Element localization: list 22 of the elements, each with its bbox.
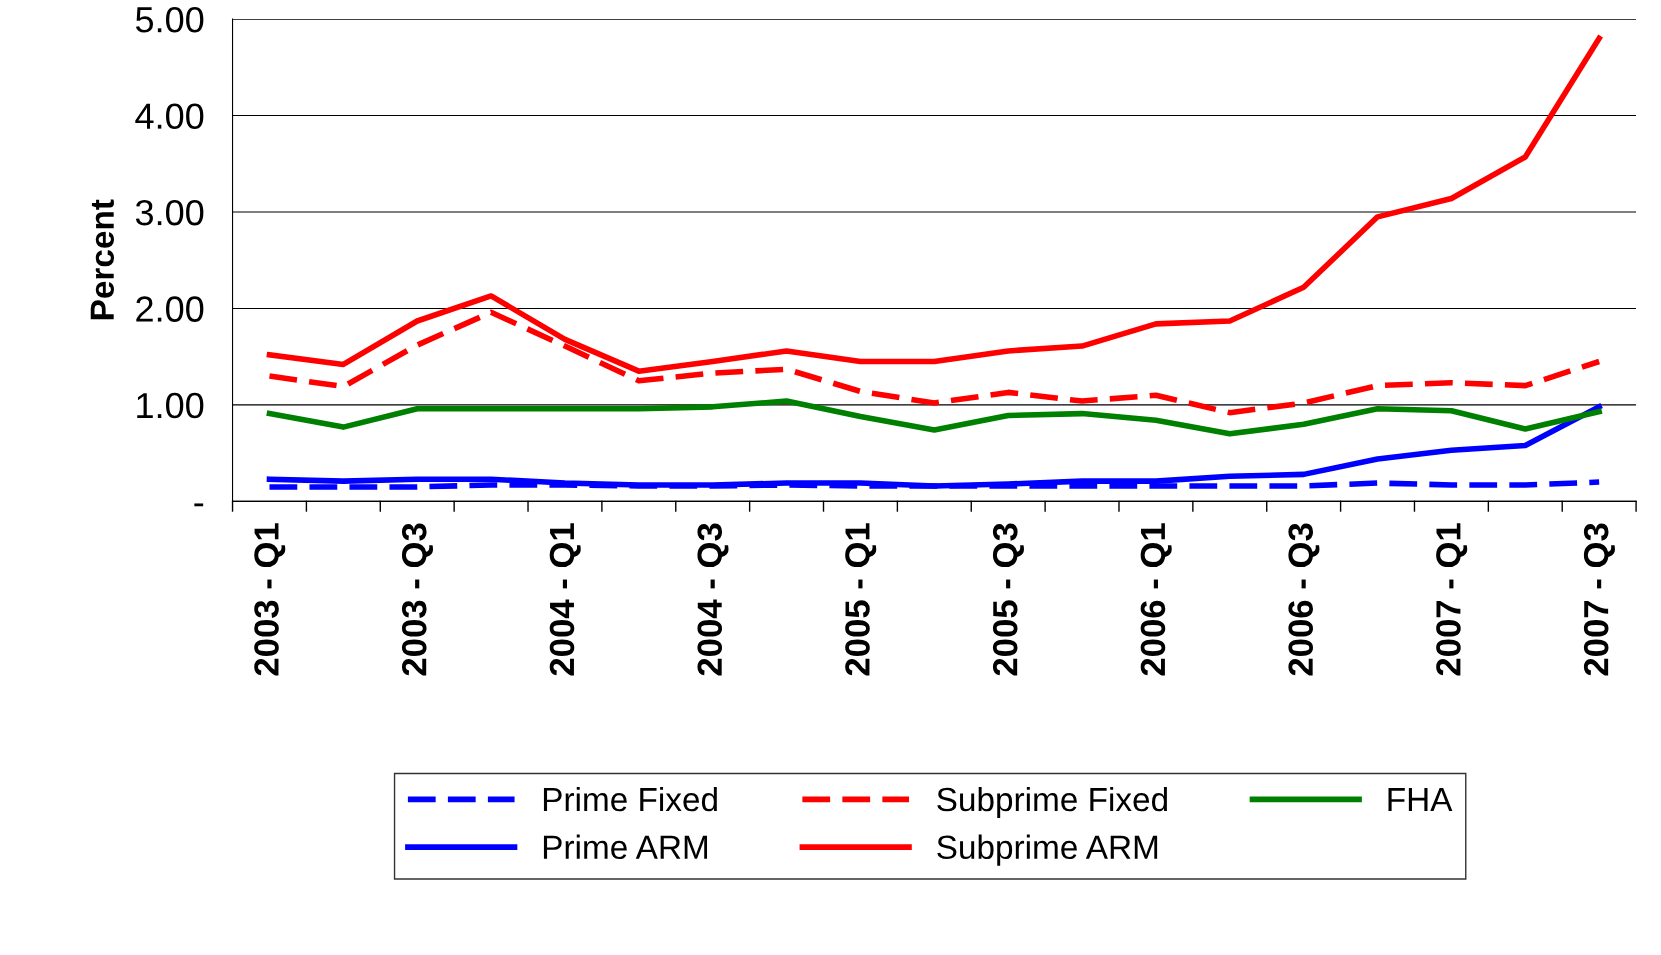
x-tick-label: 2007 - Q1 <box>1436 523 1468 676</box>
x-tick-label: 2005 - Q1 <box>845 523 877 676</box>
y-tick-label: - <box>194 503 204 507</box>
legend-label: Subprime Fixed <box>937 786 1167 818</box>
legend-label: Prime ARM <box>543 834 708 860</box>
y-tick-label: 4.00 <box>135 103 204 129</box>
x-tick-label: 2003 - Q1 <box>254 523 286 676</box>
x-tick-label: 2004 - Q3 <box>697 523 729 676</box>
y-tick-label: 5.00 <box>135 6 204 33</box>
x-tick-label: 2006 - Q1 <box>1140 523 1172 676</box>
y-tick-label: 2.00 <box>136 296 204 322</box>
x-tick-label: 2006 - Q3 <box>1288 523 1320 676</box>
legend-label: Prime Fixed <box>543 786 717 812</box>
legend-label: Subprime ARM <box>937 834 1158 866</box>
legend-label: FHA <box>1388 788 1453 812</box>
y-tick-label: 3.00 <box>135 199 204 226</box>
x-tick-label: 2007 - Q3 <box>1583 523 1615 676</box>
y-axis-title: Percent <box>90 199 115 320</box>
y-tick-label: 1.00 <box>137 392 204 419</box>
x-tick-label: 2005 - Q3 <box>992 523 1024 676</box>
x-tick-label: 2003 - Q3 <box>401 523 434 676</box>
x-tick-label: 2004 - Q1 <box>549 523 581 676</box>
